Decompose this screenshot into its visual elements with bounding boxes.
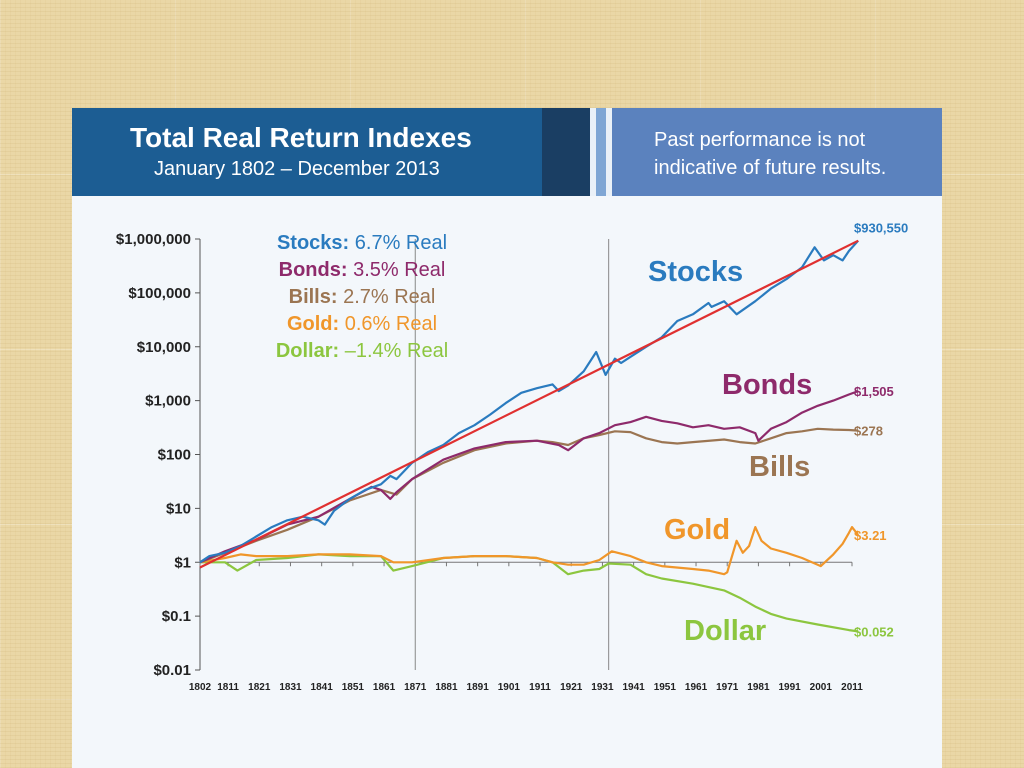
header-title-block: Total Real Return Indexes January 1802 –… — [72, 108, 542, 196]
series-line-gold — [199, 525, 860, 576]
vertical-markers-group — [414, 239, 610, 670]
series-lines-group — [199, 239, 860, 633]
header-divider-blue — [596, 108, 606, 196]
legend-series-name: Bonds: — [279, 259, 353, 281]
chart-subtitle: January 1802 – December 2013 — [154, 158, 440, 180]
y-tick-label: $100 — [158, 447, 191, 464]
series-annotation-bonds: Bonds — [722, 369, 812, 401]
end-value-label-gold: $3.21 — [854, 528, 887, 543]
legend-entry: Dollar: –1.4% Real — [276, 340, 448, 362]
labels-group: $930,550 $1,505 $278 $3.21 $0.052 Stocks: 6.7… — [276, 221, 908, 647]
header-divider-light-2 — [606, 108, 612, 196]
header-divider-dark — [542, 108, 590, 196]
header-divider-light — [590, 108, 596, 196]
end-value-label-dollar: $0.052 — [854, 624, 894, 639]
legend-entry: Bills: 2.7% Real — [289, 286, 436, 308]
y-tick-label: $0.1 — [162, 608, 191, 625]
legend-series-rate: 0.6% Real — [345, 313, 437, 335]
legend-series-name: Dollar: — [276, 340, 345, 362]
legend-series-rate: 2.7% Real — [343, 286, 435, 308]
legend-series-name: Stocks: — [277, 232, 355, 254]
x-tick-label: 1901 — [498, 682, 521, 693]
x-tick-label: 1961 — [685, 682, 708, 693]
x-tick-label: 1921 — [560, 682, 583, 693]
y-tick-label: $10 — [166, 500, 191, 517]
chart-panel: Total Real Return Indexes January 1802 –… — [72, 108, 942, 768]
legend-entry: Stocks: 6.7% Real — [277, 232, 447, 254]
y-tick-label: $1,000 — [145, 393, 191, 410]
x-tick-label: 1821 — [248, 682, 271, 693]
series-annotation-dollar: Dollar — [684, 615, 766, 647]
axes-group: $1,000,000 $100,000 $10,000 $1,000 $100 $10 $1… — [116, 231, 863, 693]
series-line-stocks — [199, 239, 860, 564]
end-value-label-stocks: $930,550 — [854, 221, 908, 236]
x-tick-label: 1802 — [189, 682, 212, 693]
x-tick-label: 1951 — [654, 682, 677, 693]
series-annotation-gold: Gold — [664, 514, 730, 546]
y-tick-label: $0.01 — [153, 662, 191, 679]
legend-entry: Gold: 0.6% Real — [287, 313, 437, 335]
x-tick-label: 1891 — [467, 682, 490, 693]
legend-series-name: Gold: — [287, 313, 345, 335]
x-tick-label: 1941 — [623, 682, 646, 693]
x-tick-label: 1971 — [716, 682, 739, 693]
x-tick-label: 1851 — [342, 682, 365, 693]
legend-series-rate: 6.7% Real — [355, 232, 447, 254]
y-tick-label: $10,000 — [137, 339, 191, 356]
end-value-label-bills: $278 — [854, 424, 883, 439]
x-tick-label: 1861 — [373, 682, 396, 693]
disclaimer-text: Past performance is not indicative of fu… — [654, 129, 887, 179]
x-tick-label: 1841 — [311, 682, 334, 693]
series-annotation-bills: Bills — [749, 451, 810, 483]
x-tick-label: 1931 — [591, 682, 614, 693]
y-tick-label: $100,000 — [128, 285, 191, 302]
y-tick-label: $1,000,000 — [116, 231, 191, 248]
legend-entry: Bonds: 3.5% Real — [279, 259, 446, 281]
legend-series-rate: –1.4% Real — [345, 340, 448, 362]
x-tick-label: 1991 — [778, 682, 801, 693]
legend-series-name: Bills: — [289, 286, 343, 308]
x-tick-label: 1911 — [529, 682, 551, 693]
x-tick-label: 1831 — [279, 682, 302, 693]
stocks-trend-line — [199, 239, 859, 569]
x-tick-label: 1981 — [747, 682, 770, 693]
header-disclaimer-block: Past performance is not indicative of fu… — [612, 108, 942, 196]
y-tick-label: $1 — [174, 554, 191, 571]
end-value-label-bonds: $1,505 — [854, 384, 894, 399]
x-tick-label: 2011 — [841, 682, 863, 693]
x-tick-label: 1811 — [217, 682, 239, 693]
series-annotation-stocks: Stocks — [648, 256, 743, 288]
series-line-bills — [199, 427, 859, 564]
x-tick-label: 1881 — [435, 682, 458, 693]
x-tick-label: 2001 — [810, 682, 833, 693]
legend-series-rate: 3.5% Real — [353, 259, 445, 281]
chart-title: Total Real Return Indexes — [130, 122, 472, 153]
x-tick-label: 1871 — [404, 682, 427, 693]
